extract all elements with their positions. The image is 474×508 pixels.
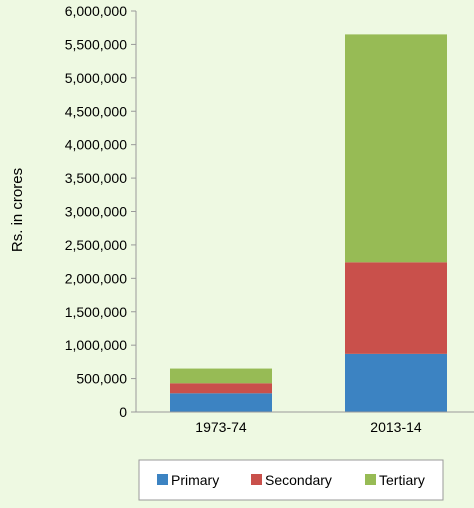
y-tick-label: 4,000,000 <box>65 137 127 153</box>
bar-segment-tertiary <box>345 34 447 263</box>
bar-segment-primary <box>170 393 272 412</box>
y-tick-label: 4,500,000 <box>65 103 127 119</box>
bar-segment-secondary <box>170 383 272 394</box>
bar-segment-tertiary <box>170 368 272 384</box>
y-axis-label: Rs. in crores <box>9 168 26 252</box>
legend-label: Primary <box>171 472 219 488</box>
y-tick-label: 500,000 <box>76 371 127 387</box>
y-tick-label: 5,500,000 <box>65 36 127 52</box>
legend-label: Secondary <box>265 472 332 488</box>
legend-frame <box>138 459 444 501</box>
legend-swatch <box>157 474 168 485</box>
bar-segment-secondary <box>345 262 447 354</box>
legend-swatch <box>365 474 376 485</box>
y-axis-title: Rs. in crores <box>9 168 26 252</box>
y-tick-label: 2,500,000 <box>65 237 127 253</box>
x-tick-label: 2013-14 <box>370 419 422 435</box>
bar-segment-primary <box>345 353 447 412</box>
y-tick-label: 1,500,000 <box>65 304 127 320</box>
y-tick-label: 3,000,000 <box>65 204 127 220</box>
y-tick-label: 3,500,000 <box>65 170 127 186</box>
bars <box>170 34 447 412</box>
x-tick-label: 1973-74 <box>195 419 247 435</box>
legend: Primary Secondary Tertiary <box>138 459 444 501</box>
y-axis: 0 500,000 1,000,000 1,500,000 2,000,000 2,500… <box>65 3 136 420</box>
y-tick-label: 2,000,000 <box>65 270 127 286</box>
y-tick-label: 1,000,000 <box>65 337 127 353</box>
y-tick-label: 5,000,000 <box>65 70 127 86</box>
legend-label: Tertiary <box>379 472 425 488</box>
y-tick-label: 0 <box>119 404 127 420</box>
legend-swatch <box>251 474 262 485</box>
y-tick-label: 6,000,000 <box>65 3 127 19</box>
x-axis: 1973-74 2013-14 <box>195 419 422 435</box>
